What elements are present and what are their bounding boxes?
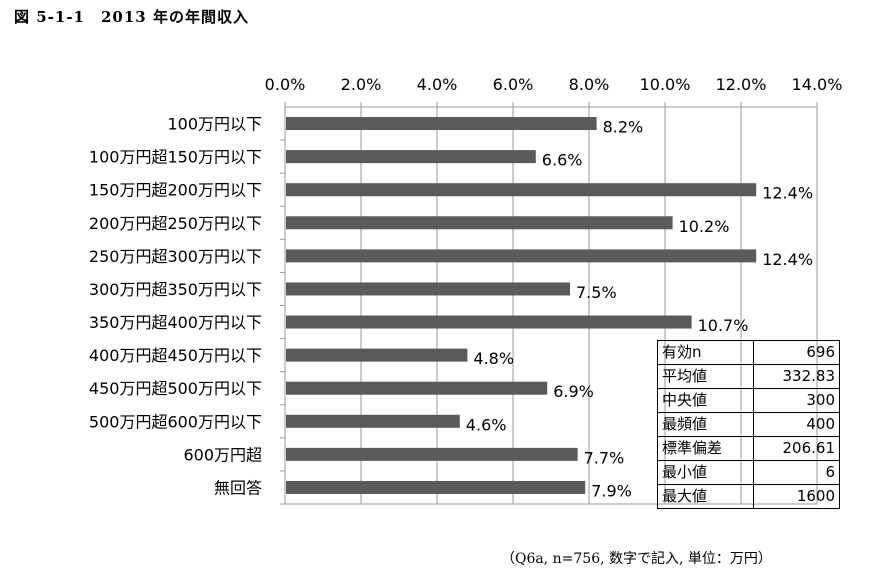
category-label: 100万円以下 [167, 115, 262, 134]
stats-row: 最大値 1600 [656, 484, 840, 509]
data-label: 12.4% [762, 184, 813, 203]
stats-row: 最小値 6 [656, 460, 840, 485]
data-label: 7.7% [584, 448, 625, 467]
category-label: 500万円超600万円以下 [89, 412, 262, 431]
stats-value: 300 [753, 388, 840, 413]
bar [286, 381, 548, 395]
stats-row: 最頻値 400 [656, 412, 840, 437]
data-label: 10.2% [679, 217, 730, 236]
bar [286, 348, 468, 362]
data-label: 6.6% [542, 151, 583, 170]
data-label: 10.7% [698, 316, 749, 335]
x-tick-label: 12.0% [716, 75, 767, 94]
stats-value: 206.61 [753, 436, 840, 461]
bar [286, 183, 757, 197]
category-label: 250万円超300万円以下 [89, 247, 262, 266]
stats-value: 696 [753, 340, 840, 365]
x-tick-label: 4.0% [417, 75, 458, 94]
stats-label: 最頻値 [656, 412, 755, 437]
stats-label: 有効n [656, 340, 755, 365]
data-label: 7.5% [576, 283, 617, 302]
data-label: 4.6% [466, 415, 507, 434]
stats-label: 最小値 [656, 460, 755, 485]
category-label: 600万円超 [183, 445, 262, 464]
x-tick-label: 2.0% [341, 75, 382, 94]
x-tick-label: 14.0% [792, 75, 843, 94]
stats-row: 有効n 696 [656, 340, 840, 365]
data-label: 6.9% [553, 382, 594, 401]
stats-value: 400 [753, 412, 840, 437]
bar [286, 480, 586, 494]
stats-label: 中央値 [656, 388, 755, 413]
bar [286, 315, 692, 329]
bar [286, 216, 673, 230]
bar [286, 447, 578, 461]
statistics-table: 有効n 696 平均値 332.83 中央値 300 最頻値 400 標準偏差 206.61 最小値… [656, 340, 840, 509]
x-tick-label: 0.0% [265, 75, 306, 94]
category-label: 300万円超350万円以下 [89, 280, 262, 299]
category-label: 400万円超450万円以下 [89, 346, 262, 365]
stats-row: 平均値 332.83 [656, 364, 840, 389]
bar [286, 414, 460, 428]
x-tick-label: 8.0% [569, 75, 610, 94]
category-label: 無回答 [214, 478, 262, 497]
stats-label: 平均値 [656, 364, 755, 389]
x-tick-label: 6.0% [493, 75, 534, 94]
stats-value: 6 [753, 460, 840, 485]
category-label: 450万円超500万円以下 [89, 379, 262, 398]
stats-row: 標準偏差 206.61 [656, 436, 840, 461]
category-label: 200万円超250万円以下 [89, 214, 262, 233]
data-label: 12.4% [762, 250, 813, 269]
stats-row: 中央値 300 [656, 388, 840, 413]
stats-label: 最大値 [656, 484, 755, 509]
bar [286, 249, 757, 263]
category-label: 150万円超200万円以下 [89, 181, 262, 200]
footnote: （Q6a, n=756, 数字で記入, 単位：万円） [501, 551, 772, 567]
data-label: 7.9% [591, 481, 632, 500]
stats-value: 1600 [753, 484, 840, 509]
bar [286, 150, 536, 164]
data-label: 4.8% [473, 349, 514, 368]
bar [286, 117, 597, 131]
x-tick-label: 10.0% [640, 75, 691, 94]
figure-title: 図 5-1-1 2013 年の年間収入 [14, 8, 249, 26]
category-label: 100万円超150万円以下 [89, 148, 262, 167]
bar [286, 282, 570, 296]
category-label: 350万円超400万円以下 [89, 313, 262, 332]
bar-chart: 0.0% 2.0% 4.0% 6.0% 8.0% 10.0% 12.0% 14.0% 100万円… [89, 75, 843, 505]
stats-label: 標準偏差 [656, 436, 755, 461]
data-label: 8.2% [603, 118, 644, 137]
stats-value: 332.83 [753, 364, 840, 389]
